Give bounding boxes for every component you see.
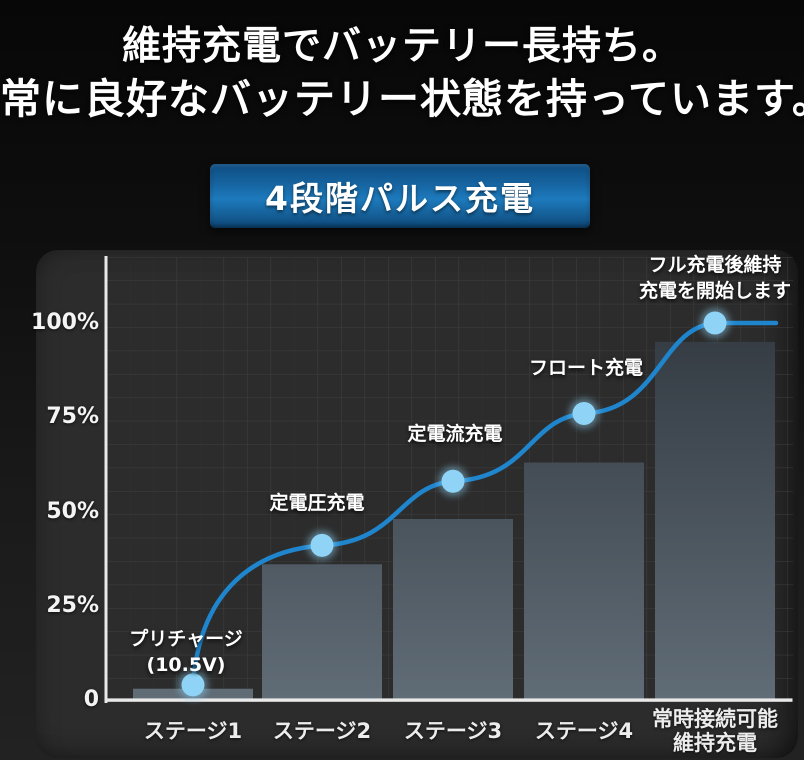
y-axis-tick-label: 0 <box>0 686 99 714</box>
data-point-dot <box>441 469 465 493</box>
y-axis-tick-label: 50% <box>0 498 99 526</box>
stage-bar <box>655 341 775 700</box>
headline-line1: 維持充電でバッテリー長持ち。 <box>121 24 682 69</box>
x-axis-category-label: ステージ1 <box>144 719 242 743</box>
point-annotation: フル充電後維持 充電を開始します <box>639 252 791 304</box>
data-point-dot <box>310 533 334 557</box>
data-point-dot <box>181 673 205 697</box>
stage-bar <box>262 564 382 700</box>
y-axis-tick-label-line: 25% <box>46 592 99 618</box>
x-axis-category-label-line: ステージ1 <box>143 719 243 743</box>
header: 維持充電でバッテリー長持ち。 常に良好なバッテリー状態を持っています。 <box>0 0 804 126</box>
badge-label: 4段階パルス充電 <box>265 179 535 218</box>
x-axis-category-label-line: 常時接続可能 <box>652 707 778 731</box>
y-axis-tick-label-line: 0 <box>83 687 99 712</box>
data-point-dot <box>572 402 596 425</box>
point-annotation: フロート充電 <box>529 355 643 381</box>
y-axis-tick-label-line: 50% <box>46 498 99 524</box>
point-annotation-line: フル充電後維持 <box>648 254 782 276</box>
point-annotation-line: フロート充電 <box>528 357 644 380</box>
point-annotation: 定電流充電 <box>407 421 502 447</box>
x-axis-category-label-line: ステージ2 <box>272 719 372 743</box>
y-axis-tick-label-line: 75% <box>46 404 99 430</box>
stage-bar <box>524 462 644 700</box>
point-annotation-line: プリチャージ <box>129 627 243 650</box>
point-annotation: 定電圧充電 <box>269 490 364 516</box>
y-axis-line <box>104 256 108 703</box>
y-axis-tick-label: 75% <box>0 403 99 431</box>
x-axis-category-label: ステージ3 <box>404 719 502 743</box>
x-axis-category-label: ステージ4 <box>535 719 633 743</box>
point-annotation-line: 充電を開始します <box>638 280 792 302</box>
x-axis-category-label-line: 維持充電 <box>673 731 757 755</box>
x-axis-category-label: ステージ2 <box>273 719 371 743</box>
point-annotation: プリチャージ (10.5V) <box>129 626 242 678</box>
point-annotation-line: 定電流充電 <box>407 423 503 446</box>
y-axis-tick-label-line: 100% <box>31 310 99 335</box>
x-axis-category-label-line: ステージ4 <box>534 719 634 743</box>
x-axis-line <box>104 698 793 702</box>
y-axis-tick-label: 100% <box>0 309 99 337</box>
stage-bar <box>393 519 513 700</box>
x-axis-category-label: 常時接続可能 維持充電 <box>652 707 778 755</box>
point-annotation-line: 定電圧充電 <box>269 492 365 515</box>
x-axis-category-label-line: ステージ3 <box>403 719 503 743</box>
point-annotation-line: (10.5V) <box>146 653 226 676</box>
headline-line2: 常に良好なバッテリー状態を持っています。 <box>0 75 804 123</box>
y-axis-tick-label: 25% <box>0 592 99 620</box>
section-title-badge: 4段階パルス充電 <box>210 164 590 228</box>
data-point-dot <box>703 311 727 335</box>
